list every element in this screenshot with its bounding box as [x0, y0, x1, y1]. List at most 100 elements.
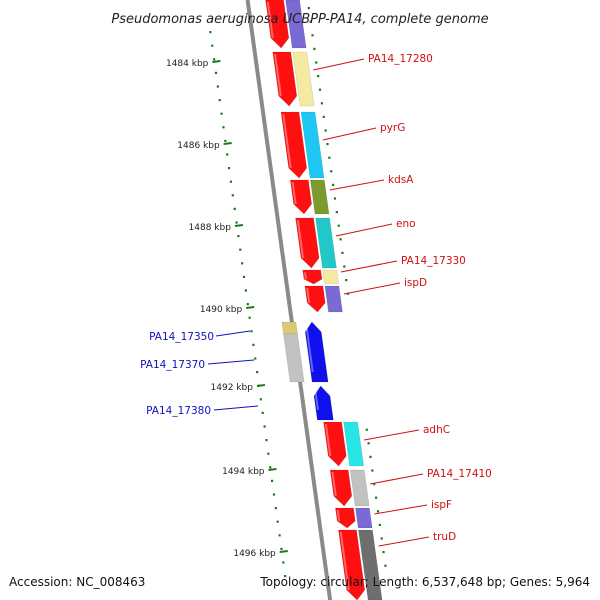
gene-label-eno[interactable]: eno	[396, 218, 416, 230]
forward-gene-arrow[interactable]	[302, 269, 323, 285]
ruler-dot	[278, 534, 281, 537]
ruler-dot	[244, 289, 248, 292]
forward-gene-arrow[interactable]	[304, 285, 326, 313]
ruler-dot	[226, 153, 229, 156]
forward-gene-arrow[interactable]	[338, 529, 366, 600]
ruler-dot	[254, 357, 257, 360]
track-dot	[341, 251, 344, 254]
gene-category-box[interactable]	[355, 507, 373, 529]
forward-gene-arrow[interactable]	[329, 469, 353, 507]
gene-label-PA14_17280[interactable]: PA14_17280	[368, 53, 433, 65]
ruler-dot	[214, 71, 218, 74]
track-dot	[311, 34, 314, 37]
label-leader-line	[378, 536, 430, 547]
gene-label-pyrG[interactable]: pyrG	[380, 122, 405, 134]
gene-category-box[interactable]	[285, 0, 307, 49]
forward-gene-arrow[interactable]	[272, 51, 298, 107]
track-dot	[373, 483, 376, 486]
gene-label-PA14_17330[interactable]: PA14_17330	[401, 255, 466, 267]
track-dot	[313, 47, 316, 50]
ruler-label: 1484 kbp	[166, 59, 209, 69]
gene-category-box[interactable]	[292, 51, 315, 107]
gene-category-box[interactable]	[300, 111, 325, 179]
track-dot	[320, 102, 323, 105]
forward-gene-arrow[interactable]	[323, 421, 347, 467]
label-leader-line	[213, 405, 259, 411]
label-leader-line	[329, 179, 385, 191]
ruler-dot	[284, 575, 287, 578]
track-dot	[376, 510, 380, 513]
ruler-dot	[272, 493, 276, 496]
ruler-dot	[237, 235, 240, 238]
gene-label-PA14_17380[interactable]: PA14_17380	[146, 405, 211, 417]
ruler-label: 1486 kbp	[177, 141, 220, 151]
ruler-dot	[252, 343, 255, 346]
ruler-dot	[209, 31, 212, 34]
gene-label-kdsA[interactable]: kdsA	[388, 174, 414, 186]
ruler-dot	[216, 85, 219, 88]
label-leader-line	[335, 223, 393, 237]
label-leader-line	[313, 58, 365, 71]
ruler-label: 1496 kbp	[233, 549, 276, 559]
ruler-major-tick	[279, 550, 288, 553]
track-dot	[324, 129, 327, 132]
track-dot	[382, 551, 385, 554]
track-dot	[375, 496, 378, 499]
backbone-line	[245, 0, 333, 600]
forward-gene-arrow[interactable]	[280, 111, 308, 179]
gene-category-box[interactable]	[324, 285, 343, 313]
ruler-dot	[276, 520, 279, 523]
forward-gene-arrow[interactable]	[295, 217, 320, 269]
gene-category-box[interactable]	[281, 321, 298, 335]
ruler-dot	[242, 275, 246, 278]
gene-label-PA14_17410[interactable]: PA14_17410	[427, 468, 492, 480]
ruler-dot	[261, 411, 264, 414]
forward-gene-arrow[interactable]	[335, 507, 356, 529]
gene-category-box[interactable]	[322, 269, 339, 285]
ruler-dot	[224, 139, 227, 142]
gene-label-ispF[interactable]: ispF	[431, 499, 452, 511]
ruler-major-tick	[246, 306, 255, 309]
reverse-gene-arrow[interactable]	[313, 385, 334, 421]
gene-category-box[interactable]	[315, 217, 337, 269]
gene-label-adhC[interactable]: adhC	[423, 424, 450, 436]
forward-gene-arrow[interactable]	[265, 0, 290, 49]
ruler-dot	[211, 44, 214, 47]
reverse-gene-arrow[interactable]	[304, 321, 329, 383]
track-dot	[337, 224, 340, 227]
ruler-major-tick	[223, 142, 232, 145]
gene-highlight	[305, 323, 314, 373]
track-dot	[326, 143, 329, 146]
track-dot	[380, 537, 383, 540]
track-dot	[307, 7, 310, 10]
label-leader-line	[370, 473, 424, 485]
ruler-label: 1490 kbp	[200, 305, 243, 315]
gene-category-box[interactable]	[349, 469, 370, 507]
ruler-label: 1494 kbp	[222, 467, 265, 477]
gene-label-ispD[interactable]: ispD	[404, 277, 427, 289]
track-dot	[371, 469, 374, 472]
ruler-dot	[259, 398, 262, 401]
gene-highlight	[331, 471, 337, 497]
label-leader-line	[374, 504, 428, 515]
ruler-dot	[263, 425, 266, 428]
gene-labels: PA14_17280 pyrG kdsA eno PA14_17330 ispD adhC P…	[140, 53, 492, 547]
gene-category-box[interactable]	[358, 529, 383, 600]
label-leader-line	[340, 260, 398, 273]
gene-category-box[interactable]	[283, 333, 305, 383]
track-dot	[345, 279, 348, 282]
ruler-dot	[246, 303, 249, 306]
forward-gene-arrow[interactable]	[289, 179, 312, 215]
gene-label-PA14_17350[interactable]: PA14_17350	[149, 331, 214, 343]
gene-category-box[interactable]	[343, 421, 365, 467]
track-dot	[315, 61, 318, 64]
genome-backbone	[245, 0, 333, 600]
ruler-dot	[220, 112, 223, 115]
ruler-dot	[239, 248, 242, 251]
gene-highlight	[313, 387, 319, 411]
gene-label-truD[interactable]: truD	[433, 531, 456, 543]
gene-category-box[interactable]	[309, 179, 330, 215]
label-leader-line	[207, 359, 255, 365]
gene-label-PA14_17370[interactable]: PA14_17370	[140, 359, 205, 371]
